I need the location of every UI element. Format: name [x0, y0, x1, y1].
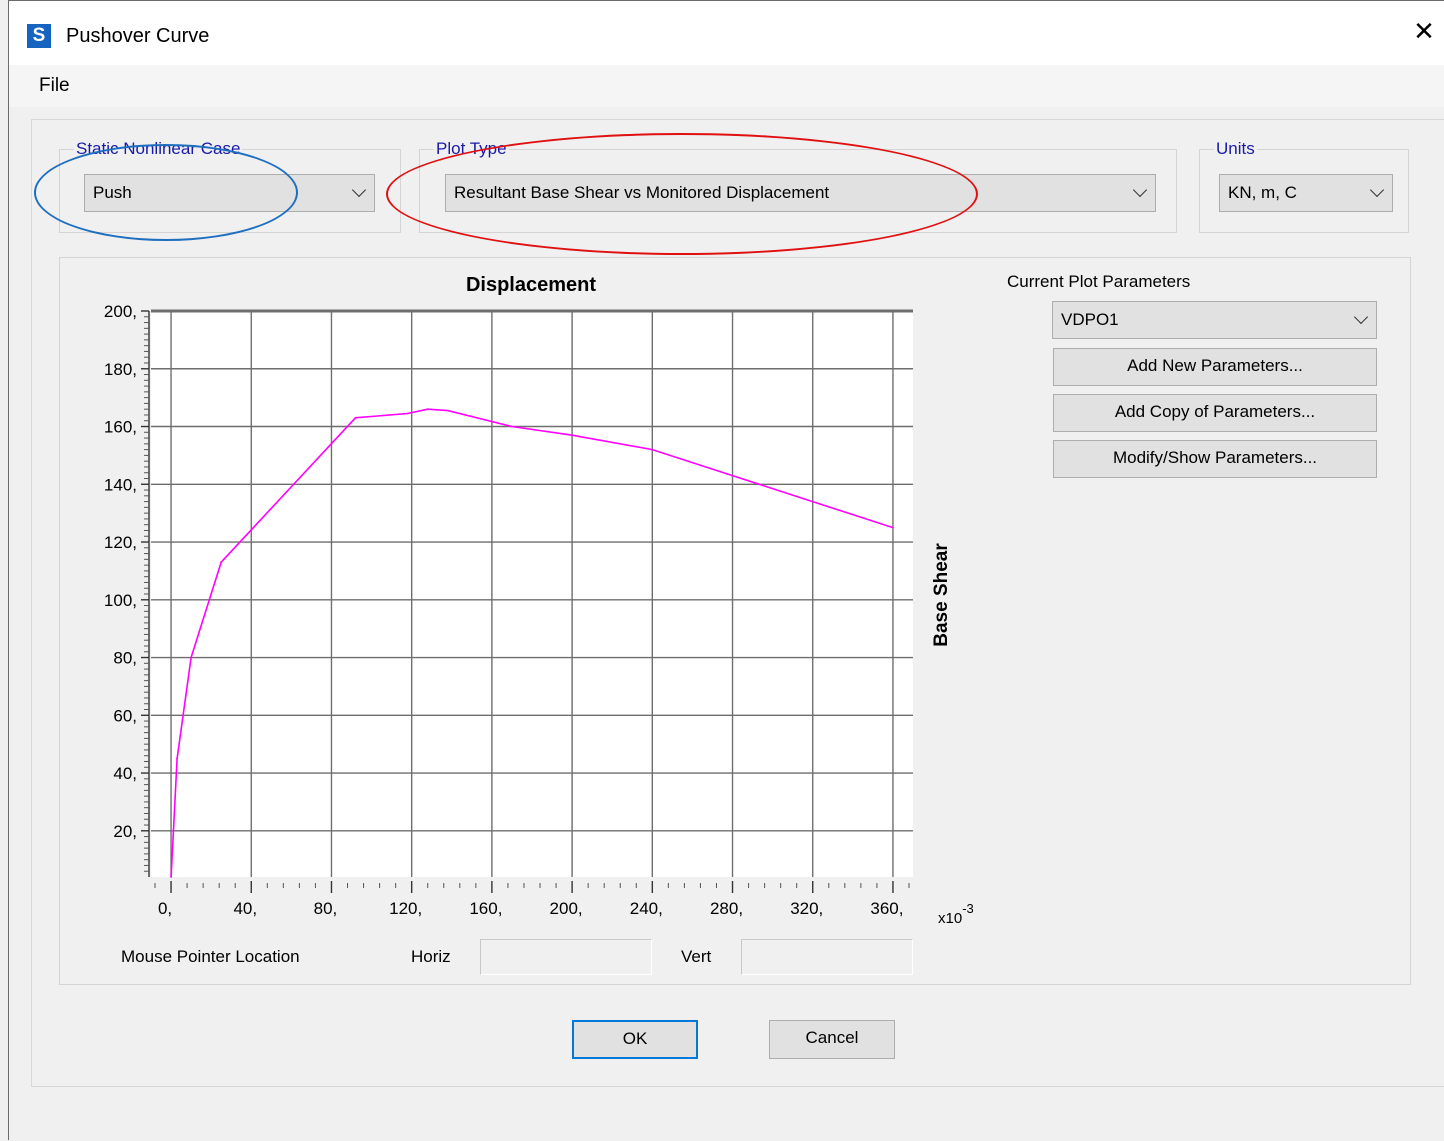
- data-point: [354, 416, 357, 419]
- plot-type-label: Plot Type: [434, 138, 509, 160]
- x-tick-label: 280,: [710, 899, 743, 918]
- x-tick-label: 160,: [469, 899, 502, 918]
- ok-button[interactable]: OK: [572, 1020, 698, 1059]
- close-icon[interactable]: ✕: [1413, 16, 1435, 46]
- x-tick-label: 320,: [790, 899, 823, 918]
- x-multiplier-exponent: -3: [962, 901, 974, 916]
- x-multiplier-base: x10: [938, 910, 962, 927]
- y-tick-label: 80,: [113, 649, 137, 668]
- data-point: [651, 448, 654, 451]
- chart-labels: 0, 40, 80, 120, 160, 200, 240, 280, 320, 360, 20, 4…: [104, 302, 904, 918]
- plot-panel: [59, 257, 1411, 985]
- x-tick-label: 40,: [233, 899, 257, 918]
- plot-area: [151, 311, 913, 877]
- menu-bar: File: [9, 65, 1444, 107]
- horiz-label: Horiz: [411, 947, 451, 966]
- y-tick-label: 160,: [104, 418, 137, 437]
- x-tick-label: 80,: [314, 899, 338, 918]
- mouse-pointer-location-label: Mouse Pointer Location: [121, 947, 300, 966]
- plot-type-value: Resultant Base Shear vs Monitored Displa…: [454, 183, 830, 202]
- units-value: KN, m, C: [1228, 183, 1297, 202]
- x-tick-label: 0,: [158, 899, 172, 918]
- data-point: [176, 757, 178, 760]
- modify-show-parameters-button[interactable]: Modify/Show Parameters...: [1053, 440, 1377, 478]
- title-bar: S Pushover Curve ✕: [9, 1, 1444, 65]
- chart-grid: [148, 309, 913, 877]
- x-tick-label: 120,: [389, 899, 422, 918]
- y-tick-label: 140,: [104, 475, 137, 494]
- plot-type-group: Plot Type: [419, 138, 1177, 233]
- data-point: [446, 409, 449, 412]
- chart-ticks: [141, 310, 910, 893]
- data-point: [731, 474, 734, 477]
- y-tick-label: 20,: [113, 822, 137, 841]
- static-case-value: Push: [93, 183, 132, 202]
- plot-parameters-value: VDPO1: [1061, 310, 1119, 329]
- data-point: [220, 561, 223, 564]
- pushover-curve-window: S Pushover Curve ✕ File Static Nonlinear…: [8, 0, 1444, 1140]
- data-point: [811, 500, 814, 503]
- pushover-chart[interactable]: 0, 40, 80, 120, 160, 200, 240, 280, 320, 360, 20, 4…: [9, 1, 1444, 1141]
- units-select[interactable]: KN, m, C: [1219, 174, 1393, 212]
- data-point: [511, 425, 513, 428]
- vert-value-field: [741, 939, 913, 975]
- chart-series: [170, 408, 894, 878]
- app-logo-icon: S: [27, 24, 51, 48]
- pushover-curve-line: [170, 408, 894, 878]
- units-label: Units: [1214, 138, 1257, 160]
- y-tick-label: 60,: [113, 706, 137, 725]
- y-tick-label: 180,: [104, 360, 137, 379]
- data-point: [406, 412, 409, 415]
- y-tick-label: 120,: [104, 533, 137, 552]
- data-point: [892, 526, 894, 529]
- data-point: [170, 876, 172, 878]
- data-point: [571, 434, 574, 437]
- chart-title: Displacement: [466, 274, 596, 296]
- x-multiplier-label: x10-3: [938, 901, 974, 927]
- chevron-down-icon: [1353, 309, 1369, 325]
- static-case-group: Static Nonlinear Case: [59, 138, 401, 233]
- window-title: Pushover Curve: [66, 25, 210, 47]
- static-case-select[interactable]: Push: [84, 174, 375, 212]
- current-plot-parameters-label: Current Plot Parameters: [1007, 272, 1191, 291]
- y-tick-label: 100,: [104, 591, 137, 610]
- data-point: [426, 408, 429, 411]
- vert-label: Vert: [681, 947, 712, 966]
- add-copy-parameters-button[interactable]: Add Copy of Parameters...: [1053, 394, 1377, 432]
- plot-parameters-select[interactable]: VDPO1: [1052, 301, 1377, 339]
- menu-file[interactable]: File: [39, 75, 70, 96]
- x-tick-label: 240,: [630, 899, 663, 918]
- plot-type-select[interactable]: Resultant Base Shear vs Monitored Displa…: [445, 174, 1156, 212]
- units-group: Units: [1199, 138, 1409, 233]
- y-tick-label: 40,: [113, 764, 137, 783]
- y-axis-title: Base Shear: [931, 543, 952, 647]
- data-point: [190, 656, 193, 659]
- x-tick-label: 360,: [870, 899, 903, 918]
- x-tick-label: 200,: [550, 899, 583, 918]
- add-new-parameters-button[interactable]: Add New Parameters...: [1053, 348, 1377, 386]
- horiz-value-field: [480, 939, 652, 975]
- cancel-button[interactable]: Cancel: [769, 1020, 895, 1059]
- y-tick-label: 200,: [104, 302, 137, 321]
- static-case-label: Static Nonlinear Case: [74, 138, 243, 160]
